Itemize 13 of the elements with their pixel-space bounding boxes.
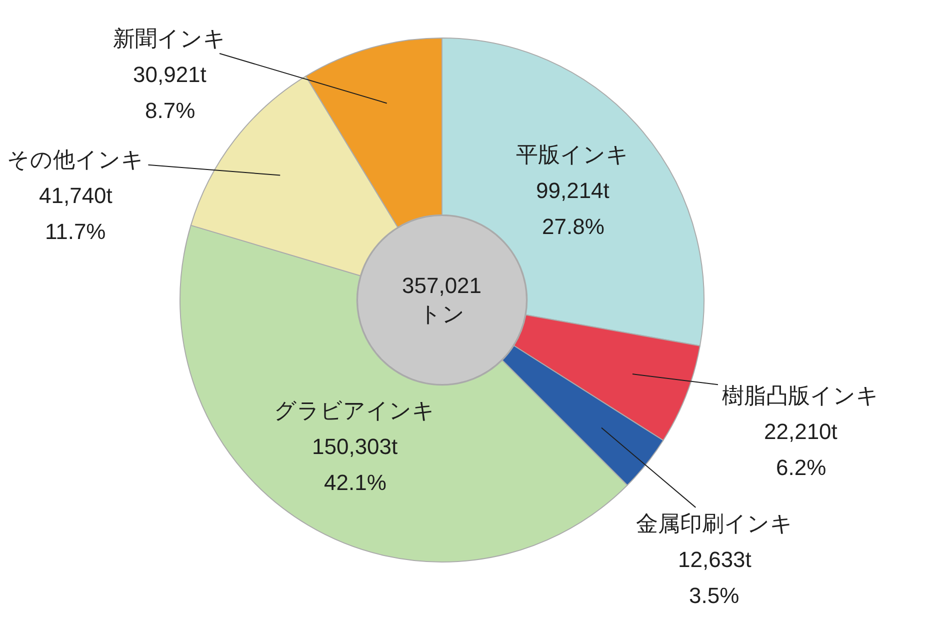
slice-label: その他インキ (7, 147, 144, 172)
slice-label: 平版インキ (516, 142, 629, 167)
slice-label: 樹脂凸版インキ (722, 383, 879, 408)
data-label: 41,740t 11.7% (39, 183, 112, 244)
slice-label: 新聞インキ (113, 26, 226, 51)
data-label: 99,214t 27.8% (536, 178, 610, 239)
data-label: 30,921t 8.7% (133, 62, 206, 123)
data-label: 12,633t 3.5% (678, 547, 752, 608)
text: 357,021 トン (402, 273, 482, 327)
data-label: 22,210t 6.2% (764, 419, 838, 480)
slice-label: グラビアインキ (274, 398, 435, 423)
slice-label: 金属印刷インキ (636, 511, 793, 536)
data-label: 150,303t 42.1% (312, 434, 398, 495)
